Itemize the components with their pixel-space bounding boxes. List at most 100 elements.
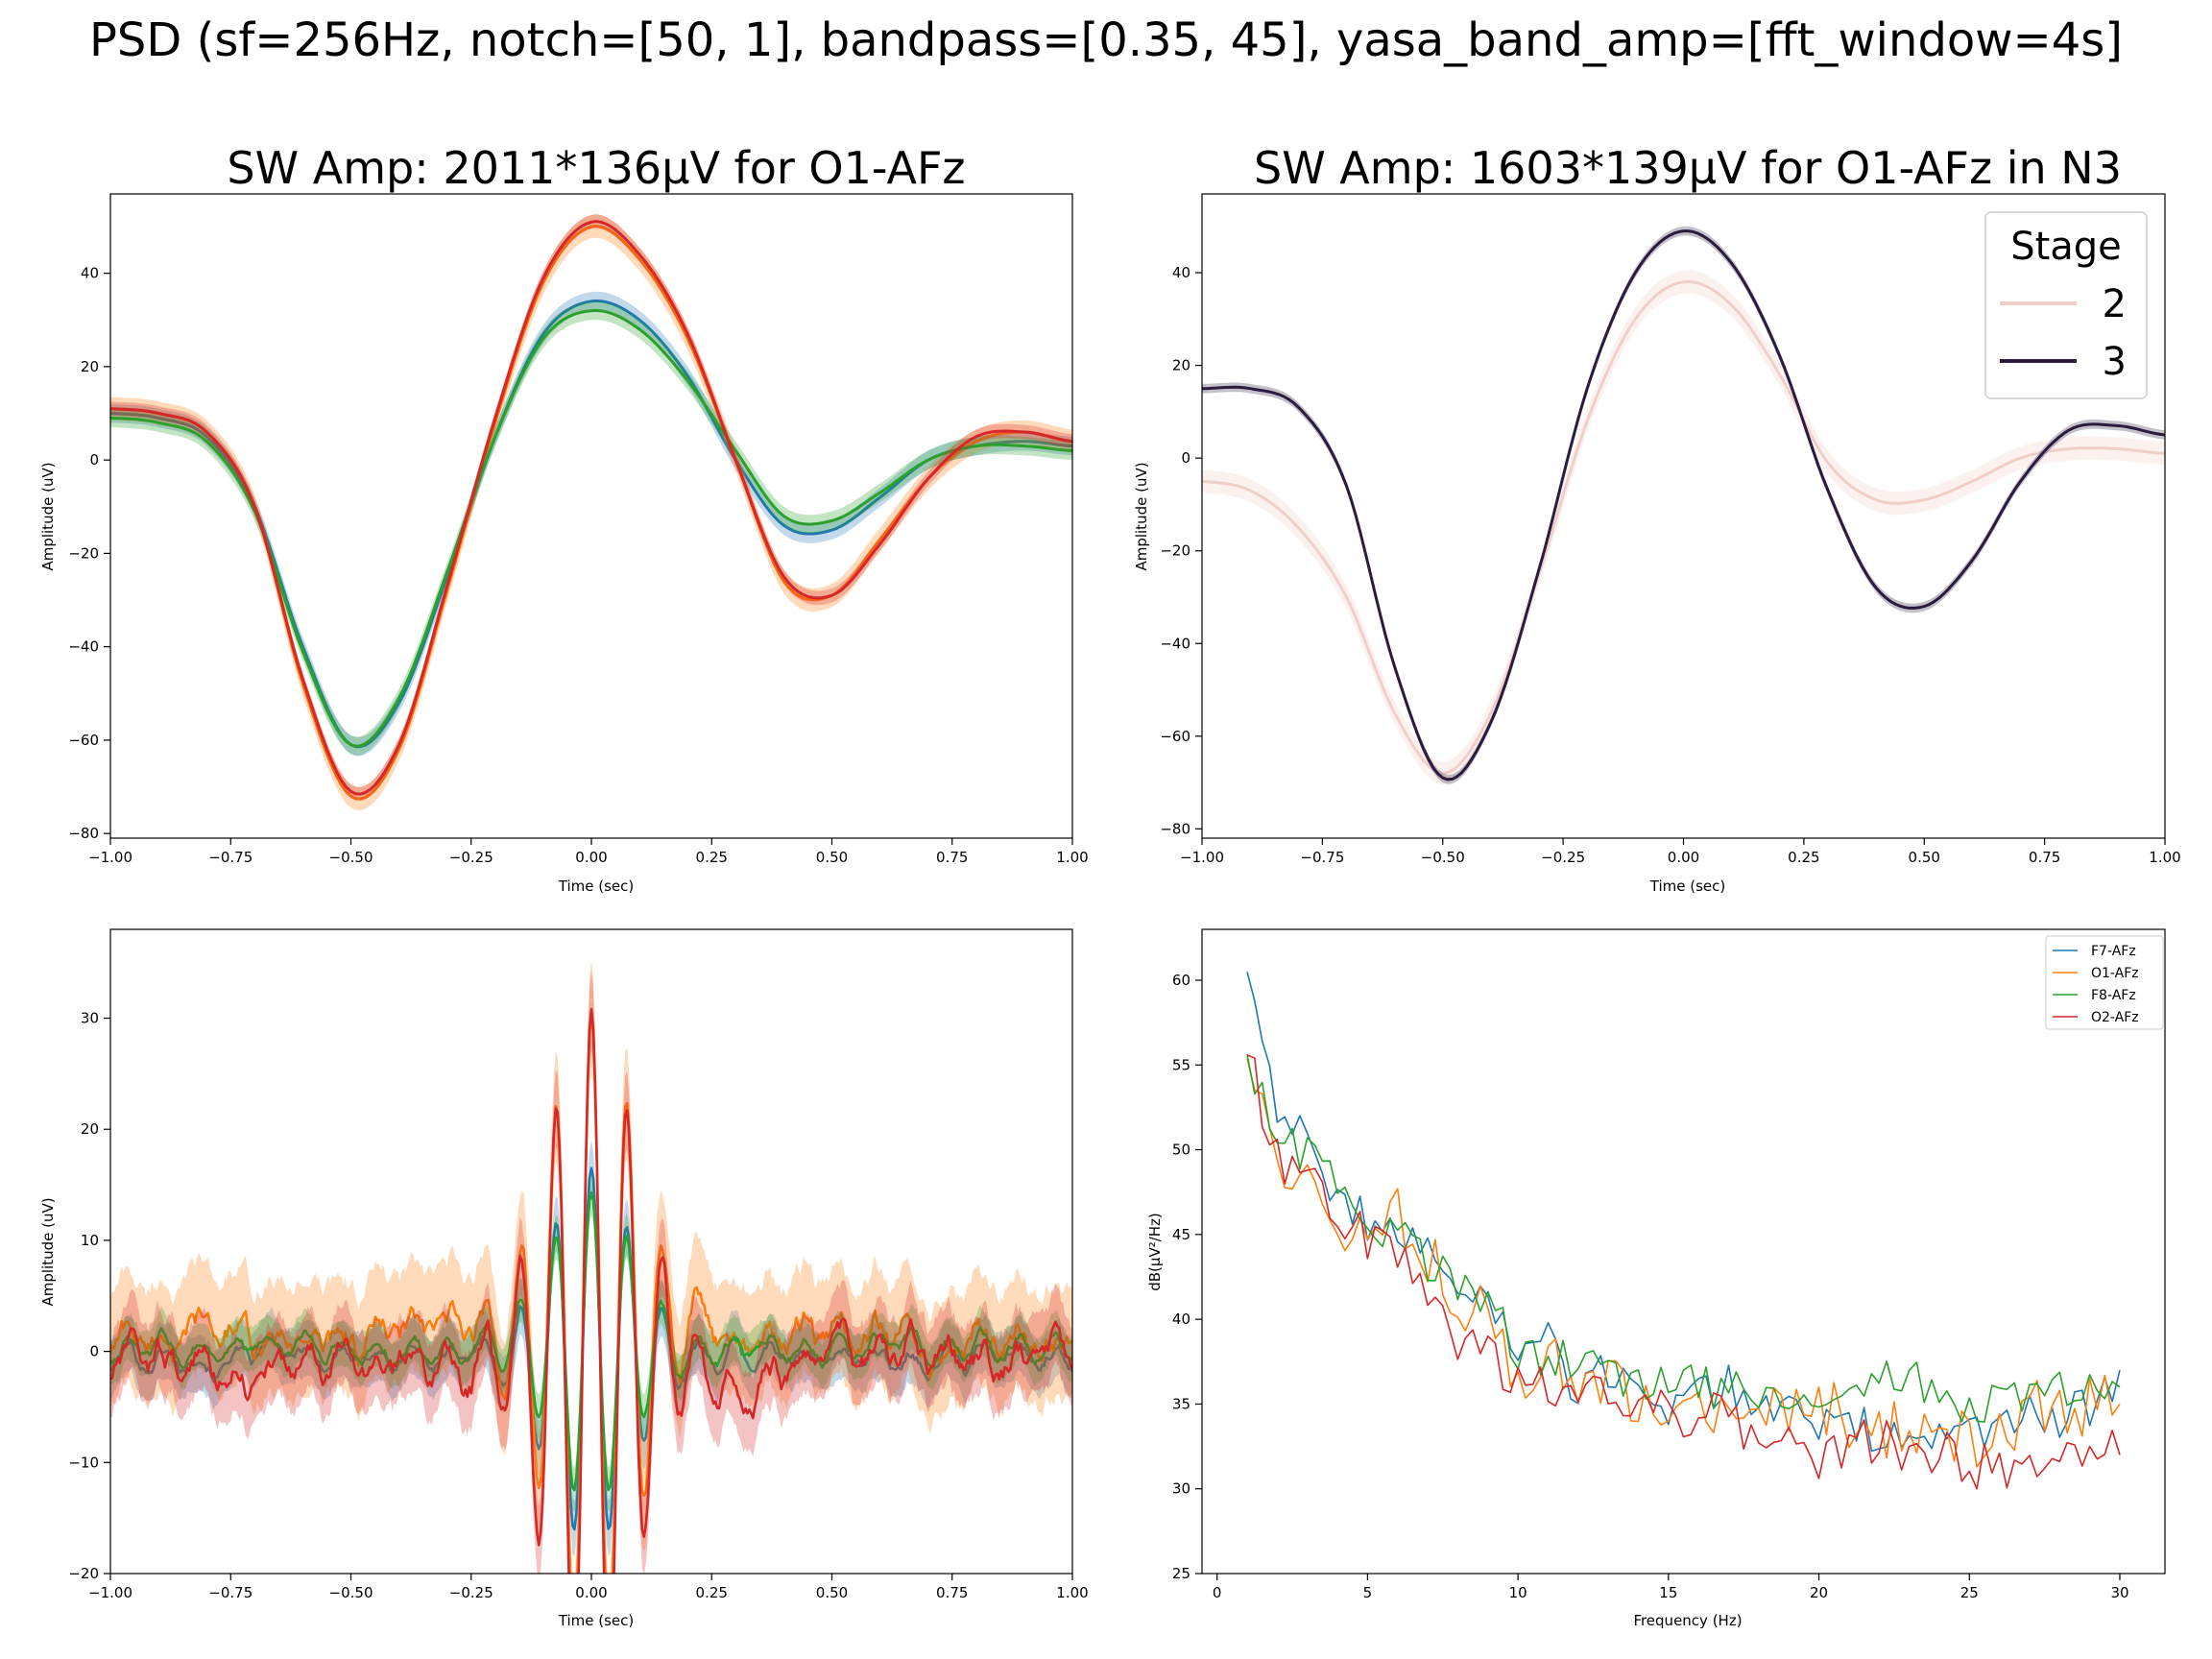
x-tick-label: −0.25 [449,1584,493,1601]
y-tick-label: −40 [68,638,99,656]
y-tick-label: −60 [1160,728,1190,745]
x-tick-label: 30 [2110,1584,2128,1601]
x-tick-label: −0.75 [208,849,252,866]
legend-label-O2-AFz: O2-AFz [2091,1010,2139,1025]
y-tick-label: −20 [1160,542,1190,560]
x-axis-label: Time (sec) [1649,878,1725,895]
legend-label-F8-AFz: F8-AFz [2091,988,2136,1003]
x-axis-label: Frequency (Hz) [1633,1612,1742,1629]
series-3-line [110,220,1072,796]
channel-legend: F7-AFz O1-AFz F8-AFz O2-AFz [2045,935,2164,1030]
series-1-line [1246,1057,2121,1468]
x-tick-label: 0.50 [1909,849,1940,866]
x-tick-label: 0.50 [816,1584,848,1601]
y-tick-label: −80 [68,825,99,842]
x-tick-label: −0.50 [1421,849,1465,866]
figure-suptitle: PSD (sf=256Hz, notch=[50, 1], bandpass=[… [89,13,2123,67]
series-2-confidence-band [110,1170,1072,1513]
y-tick-label: −20 [68,544,99,562]
y-tick-label: 40 [81,265,99,282]
y-tick-label: 55 [1172,1056,1190,1073]
y-tick-label: 40 [1172,264,1190,281]
x-tick-label: 0.25 [696,849,728,866]
y-tick-label: 0 [89,451,99,469]
x-tick-label: −0.75 [208,1584,252,1601]
panel-title: SW Amp: 1603*139µV for O1-AFz in N3 [1254,142,2122,194]
legend-label-stage2: 2 [2103,282,2127,326]
x-tick-label: 0.00 [575,849,607,866]
y-tick-label: 45 [1172,1226,1190,1243]
x-tick-label: −1.00 [88,1584,132,1601]
stage-legend: Stage 2 3 [1984,211,2148,399]
series-0-line [110,299,1072,749]
x-tick-label: 0.25 [1788,849,1819,866]
x-tick-label: 5 [1363,1584,1373,1601]
panel-title: SW Amp: 2011*136µV for O1-AFz [227,142,965,194]
y-tick-label: −80 [1160,820,1190,837]
legend-label-F7-AFz: F7-AFz [2091,944,2136,959]
series-3-line [1246,1054,2121,1490]
psd-panel: Frequency (Hz) dB(µV²/Hz) 0 5 10 15 20 25 30 25… [1146,928,2166,1629]
series-3-line [110,1008,1072,1574]
x-tick-label: −0.75 [1300,849,1344,866]
x-axis-label: Time (sec) [558,878,634,895]
x-tick-label: 1.00 [1056,849,1088,866]
x-tick-label: −1.00 [1180,849,1224,866]
y-tick-label: −60 [68,732,99,749]
y-tick-label: 10 [81,1232,99,1249]
spindle-average-panel: Time (sec) Amplitude (uV) −1.00 −0.75 −0.5… [39,928,1089,1629]
x-tick-label: 15 [1659,1584,1677,1601]
plot-area [1246,972,2121,1490]
plot-area [110,960,1072,1574]
legend-label-stage3: 3 [2103,340,2127,384]
plot-area [1202,226,2165,785]
x-tick-label: 0.75 [2029,849,2060,866]
legend-label-O1-AFz: O1-AFz [2091,966,2139,981]
series-0-line [1246,972,2121,1453]
y-tick-label: 20 [81,358,99,375]
x-tick-label: −0.25 [449,849,493,866]
axes-frame [1201,928,2166,1575]
y-tick-label: 20 [1172,357,1190,374]
x-tick-label: 10 [1509,1584,1527,1601]
x-tick-label: 0.75 [936,1584,968,1601]
x-tick-label: −0.25 [1541,849,1585,866]
series-1-confidence-band [110,960,1072,1574]
y-tick-label: 20 [81,1120,99,1138]
x-tick-label: 0 [1213,1584,1222,1601]
y-tick-label: 0 [89,1343,99,1360]
x-tick-label: 0.50 [816,849,848,866]
series-0-confidence-band [110,291,1072,757]
y-tick-label: −40 [1160,635,1190,652]
x-tick-label: 20 [1810,1584,1828,1601]
series-2-line [1246,1053,2121,1423]
x-tick-label: 1.00 [2149,849,2180,866]
legend-frame [2045,935,2164,1030]
y-tick-label: 35 [1172,1395,1190,1412]
y-axis-label: Amplitude (uV) [1133,462,1150,570]
x-tick-label: 0.25 [696,1584,728,1601]
x-tick-label: −0.50 [329,849,373,866]
x-tick-label: −1.00 [88,849,132,866]
x-tick-label: 0.75 [936,849,968,866]
y-tick-label: −20 [68,1565,99,1582]
y-tick-label: 30 [1172,1480,1190,1498]
x-tick-label: 25 [1960,1584,1979,1601]
series-2-line [110,308,1072,748]
x-tick-label: 1.00 [1056,1584,1088,1601]
y-axis-label: Amplitude (uV) [39,462,57,570]
sw-amp-channels-panel: SW Amp: 2011*136µV for O1-AFz Time (sec)… [39,142,1089,895]
y-tick-label: 50 [1172,1142,1190,1159]
sw-amp-stages-panel: SW Amp: 1603*139µV for O1-AFz in N3 Time… [1133,142,2181,895]
y-tick-label: 0 [1181,449,1190,467]
legend-title: Stage [2010,225,2122,269]
x-axis-label: Time (sec) [558,1612,634,1629]
y-axis-label: dB(µV²/Hz) [1146,1213,1164,1291]
plot-area [110,214,1072,811]
series-0-line [1202,279,2165,775]
series-1-line [1202,229,2165,781]
y-tick-label: 60 [1172,972,1190,989]
x-tick-label: −0.50 [329,1584,373,1601]
x-tick-label: 0.00 [575,1584,607,1601]
y-tick-label: 40 [1172,1310,1190,1328]
